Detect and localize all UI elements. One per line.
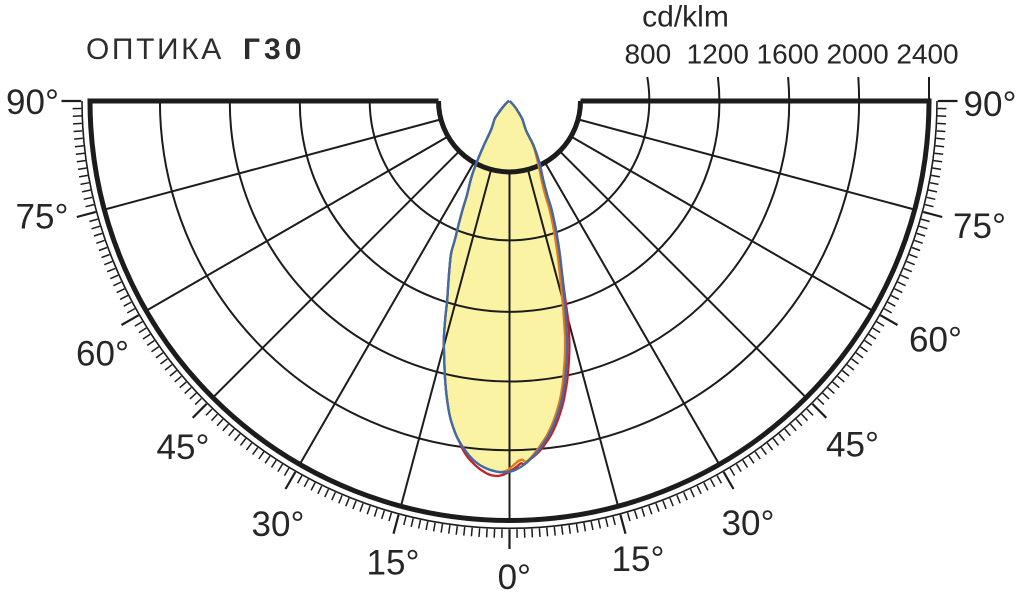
svg-text:800: 800: [624, 39, 671, 70]
svg-text:75°: 75°: [953, 207, 1006, 246]
svg-text:cd/klm: cd/klm: [642, 1, 729, 34]
svg-text:30°: 30°: [722, 504, 775, 543]
svg-text:1200: 1200: [687, 39, 749, 70]
svg-text:45°: 45°: [826, 425, 879, 464]
svg-text:1600: 1600: [757, 39, 819, 70]
svg-text:90°: 90°: [964, 85, 1017, 124]
svg-text:ОПТИКА: ОПТИКА: [86, 33, 224, 66]
svg-text:45°: 45°: [157, 428, 210, 467]
svg-text:2400: 2400: [896, 39, 958, 70]
svg-text:60°: 60°: [76, 334, 129, 373]
svg-text:15°: 15°: [612, 540, 665, 579]
svg-text:15°: 15°: [367, 543, 420, 582]
svg-text:30°: 30°: [252, 505, 305, 544]
svg-text:2000: 2000: [826, 39, 888, 70]
svg-text:90°: 90°: [6, 83, 59, 122]
svg-text:0°: 0°: [498, 558, 531, 597]
svg-text:75°: 75°: [16, 197, 69, 236]
svg-text:60°: 60°: [909, 320, 962, 359]
svg-text:Г30: Г30: [243, 33, 305, 66]
